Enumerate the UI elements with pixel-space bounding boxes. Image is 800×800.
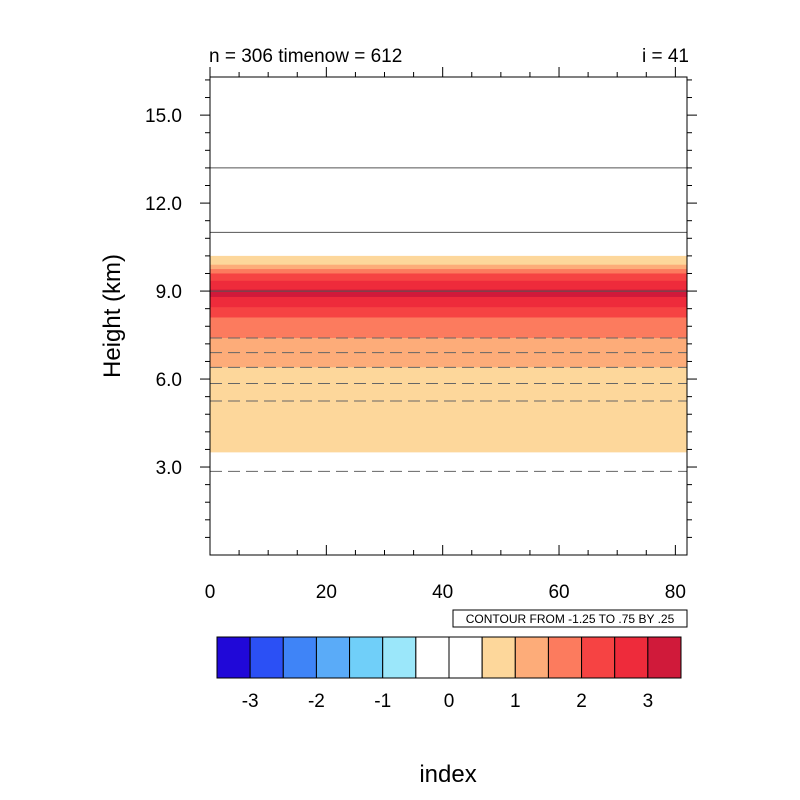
contour-info-text: CONTOUR FROM -1.25 TO .75 BY .25 [466,612,675,626]
contour-lines [210,167,687,472]
colorbar-label: -3 [242,691,259,712]
x-tick-labels: 0 20 40 60 80 [205,582,686,603]
contour-band [210,289,687,297]
y-tick-label: 12.0 [145,194,182,215]
colorbar-box [415,636,450,679]
colorbar-box [382,636,417,679]
colorbar-label: 2 [576,691,587,712]
y-axis-label: Height (km) [99,254,126,378]
colorbar-label: -2 [308,691,325,712]
y-tick-label: 15.0 [145,106,182,127]
colorbar-box [448,636,483,679]
x-tick-label: 60 [548,582,569,603]
colorbar-box [349,636,384,679]
x-axis-label: index [419,761,476,788]
colorbar-box [216,636,251,679]
colorbar-box [481,636,516,679]
colorbar [216,636,682,679]
colorbar-box [514,636,549,679]
colorbar-box [614,636,649,679]
x-tick-label: 0 [205,582,216,603]
y-tick-labels: 3.0 6.0 9.0 12.0 15.0 [145,106,182,479]
colorbar-label: -1 [374,691,391,712]
colorbar-label: 3 [643,691,654,712]
y-tick-label: 9.0 [156,282,182,303]
y-tick-label: 3.0 [156,458,182,479]
x-tick-label: 40 [432,582,453,603]
y-tick-label: 6.0 [156,370,182,391]
colorbar-box [647,636,682,679]
colorbar-box [581,636,616,679]
colorbar-box [315,636,351,679]
plot-frame [209,76,688,556]
colorbar-box [547,636,583,679]
chart-title-left: n = 306 timenow = 612 [209,46,402,67]
contour-info-box: CONTOUR FROM -1.25 TO .75 BY .25 [452,609,688,628]
colorbar-box [249,636,284,679]
chart-title-right: i = 41 [642,46,689,67]
colorbar-labels: -3 -2 -1 0 1 2 3 [242,691,653,712]
colorbar-label: 1 [510,691,521,712]
colorbar-label: 0 [444,691,455,712]
x-tick-label: 20 [316,582,337,603]
colorbar-box [282,636,317,679]
x-tick-label: 80 [665,582,686,603]
filled-contour-bands [210,255,687,453]
